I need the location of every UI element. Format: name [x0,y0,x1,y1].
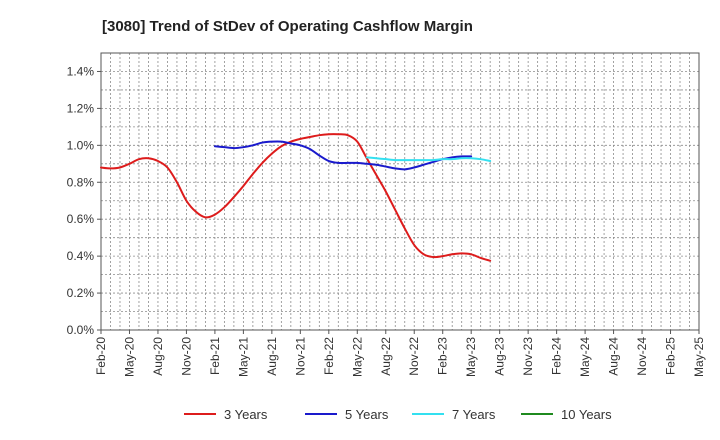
x-tick-label: Aug-22 [379,337,393,376]
x-tick-label: Nov-24 [635,337,649,376]
x-tick-label: Nov-23 [521,337,535,376]
x-tick-label: Aug-20 [151,337,165,376]
y-tick-label: 0.0% [67,323,95,337]
x-tick-label: May-22 [350,337,364,377]
x-tick-label: Feb-20 [94,337,108,375]
series-line-2 [365,156,492,163]
chart-title: [3080] Trend of StDev of Operating Cashf… [102,18,473,35]
series-line-1 [213,140,473,171]
y-tick-label: 1.2% [67,101,95,115]
legend: 3 Years 5 Years 7 Years 10 Years [184,407,612,422]
x-tick-label: May-23 [464,337,478,377]
x-tick-label: May-24 [578,337,592,377]
x-tick-label: Aug-23 [493,337,507,376]
y-tick-label: 1.0% [67,138,95,152]
plot-background [101,53,699,330]
x-tick-label: Nov-20 [179,337,193,376]
legend-label-3: 10 Years [561,407,612,422]
x-tick-label: Feb-23 [436,337,450,375]
legend-label-2: 7 Years [452,407,496,422]
plot-area: 0.0% 0.2% 0.4% 0.6% 0.8% 1.0% 1.2% 1.4% Feb-20 Ma… [67,52,706,377]
x-tick-label: May-21 [236,337,250,377]
plot-frame [100,52,700,331]
x-tick-label: Feb-25 [664,337,678,375]
x-tick-label: Feb-22 [322,337,336,375]
y-tick-label: 0.4% [67,249,95,263]
y-tick-label: 0.2% [67,286,95,300]
x-tick-label: Aug-21 [265,337,279,376]
x-tick-label: May-25 [692,337,706,377]
x-tick-label: Nov-21 [293,337,307,376]
y-tick-label: 0.8% [67,175,95,189]
x-tick-label: Feb-21 [208,337,222,375]
x-tick-label: Nov-22 [407,337,421,376]
x-tick-label: Aug-24 [607,337,621,376]
legend-label-0: 3 Years [224,407,268,422]
y-tick-label: 1.4% [67,64,95,78]
y-tick-label: 0.6% [67,212,95,226]
legend-label-1: 5 Years [345,407,389,422]
series-line-0 [100,133,492,262]
x-tick-label: Feb-24 [550,337,564,375]
x-tick-label: May-20 [122,337,136,377]
